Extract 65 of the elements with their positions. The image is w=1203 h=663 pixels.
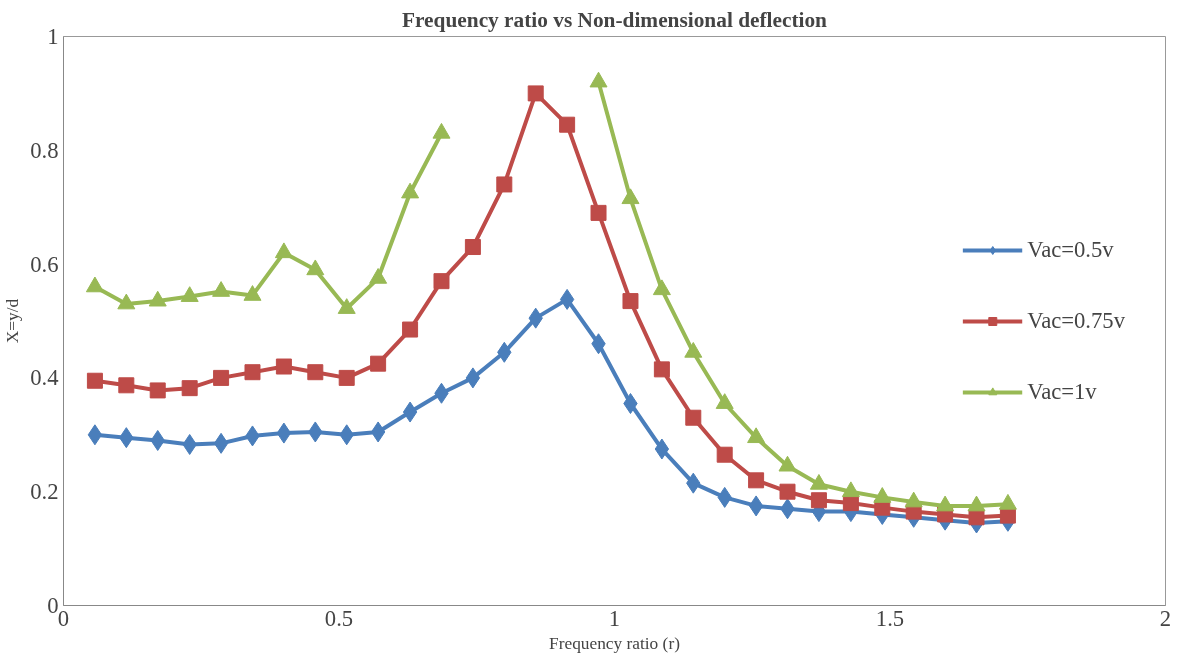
x-tick-label: 0.5 [324,605,354,631]
y-tick-label: 0.4 [30,365,59,391]
point [779,483,796,500]
point [244,364,261,381]
point [402,321,419,338]
point [401,182,420,199]
point [306,259,325,276]
y-tick-label: 1 [47,24,59,49]
point [213,369,230,386]
legend-label: Vac=1v [1027,378,1097,405]
point [307,364,324,381]
point [465,367,481,389]
point [654,438,670,460]
y-tick-label: 0.8 [30,137,59,163]
point [212,281,231,297]
point [653,361,670,378]
y-axis-title: X=y/d [3,298,23,344]
point [402,401,418,423]
point [148,290,167,307]
point [370,421,386,443]
point [276,422,292,444]
x-axis-title: Frequency ratio (r) [549,633,681,653]
y-tick-label: 0.6 [30,251,59,277]
y-tick-label: 0.2 [30,479,59,505]
point [968,509,985,526]
point [559,288,575,310]
x-tick-label: 1.5 [875,605,905,631]
legend-label: Vac=0.75v [1027,307,1125,334]
point [86,372,103,389]
point [432,122,451,139]
point [747,427,766,444]
point [622,293,639,310]
point [652,279,671,296]
point [181,380,198,397]
point [370,355,387,372]
point [464,239,481,256]
point [213,432,229,454]
point [85,276,104,293]
x-tick-label: 2 [1159,605,1172,631]
point [716,446,733,463]
point [118,377,135,394]
chart-title: Frequency ratio vs Non-dimensional deflection [402,7,828,32]
point [685,409,702,426]
point [621,188,640,205]
point [433,273,450,290]
point [180,286,199,302]
point [274,242,293,259]
point [149,382,166,399]
point [559,116,576,133]
point [810,492,827,509]
point [527,85,544,102]
point [589,71,608,88]
point [748,472,765,489]
legend-label: Vac=0.5v [1027,236,1114,263]
x-tick-label: 1 [608,605,621,631]
point [590,204,607,221]
point [748,495,764,517]
point [337,298,356,314]
point [243,285,262,301]
point [117,293,136,310]
point [275,358,292,375]
point [496,176,513,193]
point [87,424,103,446]
point [338,369,355,386]
point [369,268,388,284]
